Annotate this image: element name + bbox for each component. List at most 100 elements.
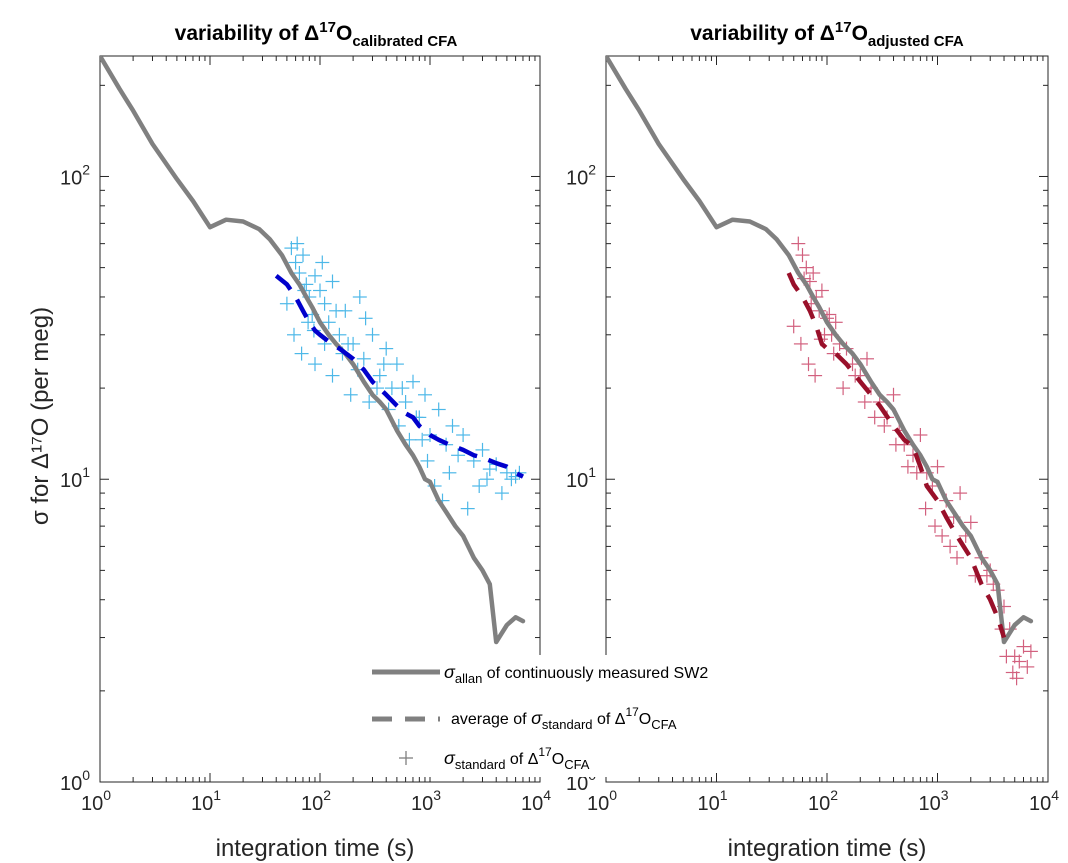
right-standard-marker — [1009, 671, 1024, 686]
right-y-tick-label: 101 — [566, 464, 596, 492]
right-standard-marker — [1016, 639, 1031, 654]
left-standard-marker — [356, 351, 371, 366]
left-standard-marker — [352, 290, 367, 304]
legend-item-allan: σallan of continuously measured SW2 — [372, 662, 708, 686]
right-standard-marker — [867, 410, 882, 425]
left-standard-marker — [504, 472, 519, 487]
legend-label-standard: σstandard of Δ17OCFA — [444, 745, 590, 772]
right-standard-marker — [1023, 644, 1038, 659]
right-allan-line — [606, 56, 1034, 645]
left-standard-marker — [415, 432, 430, 447]
right-standard-marker — [930, 459, 945, 474]
right-x-tick-label: 103 — [918, 787, 948, 815]
left-standard-marker — [321, 315, 336, 330]
right-panel-title: variability of Δ17Oadjusted CFA — [690, 19, 964, 50]
right-standard-marker — [999, 649, 1014, 664]
left-standard-marker — [420, 453, 435, 468]
right-standard-marker — [953, 486, 968, 501]
left-standard-marker — [475, 442, 490, 457]
left-standard-marker — [329, 303, 344, 318]
right-panel: variability of Δ17Oadjusted CFA 100 101 10… — [566, 19, 1059, 862]
left-standard-marker — [472, 479, 487, 493]
left-y-tick-label: 102 — [60, 161, 90, 189]
left-average-line — [274, 274, 525, 479]
left-standard-marker — [288, 255, 303, 270]
left-standard-marker — [317, 296, 332, 311]
legend-swatch-plus — [399, 751, 413, 765]
left-y-tick-label: 100 — [60, 767, 90, 795]
left-standard-marker — [308, 357, 322, 372]
left-standard-marker — [431, 402, 446, 417]
left-standard-marker — [480, 472, 494, 487]
left-x-tick-label: 103 — [411, 787, 441, 815]
legend: σallan of continuously measured SW2 aver… — [358, 655, 708, 777]
right-standard-marker — [814, 283, 829, 298]
left-standard-marker — [395, 381, 410, 396]
right-standard-marker — [877, 418, 892, 433]
right-standard-marker — [950, 550, 964, 565]
right-standard-marker — [795, 248, 810, 263]
right-x-tick-label: 100 — [587, 787, 617, 815]
left-standard-marker — [362, 395, 377, 409]
left-standard-marker — [343, 387, 358, 402]
left-standard-marker — [294, 346, 309, 361]
right-standard-marker — [793, 336, 808, 351]
right-x-tick-label: 104 — [1029, 787, 1059, 815]
left-x-axis-label: integration time (s) — [216, 835, 415, 862]
left-standard-marker — [372, 368, 387, 383]
right-standard-marker — [1020, 659, 1035, 674]
right-standard-marker — [848, 368, 863, 383]
left-standard-marker — [494, 486, 509, 501]
right-y-tick-label: 102 — [566, 161, 596, 189]
left-standard-marker — [332, 327, 347, 342]
left-standard-marker — [456, 428, 471, 442]
left-standard-marker — [398, 395, 413, 409]
left-standard-marker — [325, 274, 340, 289]
left-standard-marker — [365, 327, 380, 342]
left-standard-marker — [301, 315, 316, 330]
left-standard-marker — [418, 387, 432, 402]
right-standard-marker — [935, 528, 950, 543]
left-standard-marker — [406, 374, 420, 389]
right-standard-marker — [791, 236, 806, 251]
right-standard-marker — [928, 519, 942, 534]
left-standard-marker — [279, 296, 294, 311]
right-standard-marker — [909, 465, 924, 480]
left-panel-title: variability of Δ17Ocalibrated CFA — [175, 19, 458, 50]
right-x-tick-label: 102 — [808, 787, 838, 815]
left-standard-marker — [370, 381, 384, 396]
legend-box — [358, 655, 680, 777]
left-standard-marker — [308, 268, 322, 283]
right-standard-marker — [786, 319, 801, 334]
legend-item-average: average of σstandard of Δ17OCFA — [372, 705, 677, 732]
right-standard-marker — [913, 428, 928, 442]
right-standard-marker — [918, 501, 933, 516]
legend-item-standard: σstandard of Δ17OCFA — [399, 745, 590, 772]
right-standard-marker — [963, 515, 978, 530]
right-standard-marker — [1005, 665, 1020, 680]
left-standard-marker — [341, 336, 356, 351]
left-standard-marker — [451, 448, 466, 463]
left-standard-marker — [292, 266, 307, 280]
right-x-tick-label: 101 — [697, 787, 727, 815]
right-standard-marker — [860, 351, 874, 366]
left-x-tick-label: 102 — [301, 787, 331, 815]
right-standard-marker — [888, 437, 903, 452]
left-standard-marker — [325, 368, 340, 383]
right-standard-marker — [1012, 654, 1027, 669]
left-plot-area: 100 101 102 103 104 100 101 102 — [60, 55, 551, 815]
left-standard-marker — [296, 248, 310, 263]
left-standard-marker — [376, 357, 391, 372]
left-standard-marker — [445, 418, 460, 433]
left-standard-marker — [442, 465, 457, 480]
left-standard-marker — [389, 357, 404, 372]
right-standard-marker — [943, 539, 958, 554]
right-standard-marker — [828, 315, 843, 330]
right-standard-marker — [806, 266, 821, 280]
left-allan-line — [100, 56, 526, 645]
right-standard-marker — [836, 381, 851, 396]
right-standard-marker — [799, 260, 814, 275]
left-standard-marker — [313, 283, 327, 298]
